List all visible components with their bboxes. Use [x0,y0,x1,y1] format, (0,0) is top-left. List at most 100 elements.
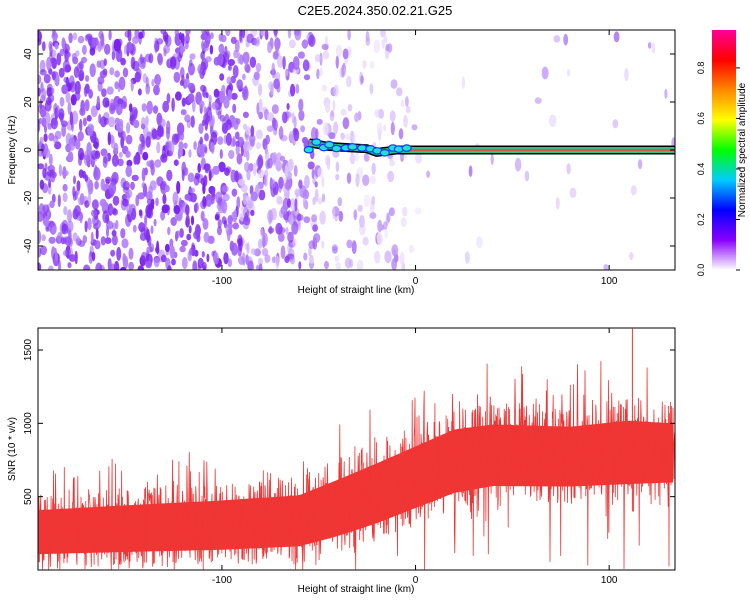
spectrogram-noise-cell [153,218,157,227]
spectrogram-noise-cell [321,240,325,249]
spectrogram-noise-cell [342,48,349,60]
spectrogram-noise-cell [41,234,46,242]
spectrogram-noise-cell [128,247,134,260]
spectrogram-noise-cell [200,210,205,222]
spectrogram-noise-cell [125,165,132,178]
spectrogram-noise-cell [390,79,398,89]
signal-track [303,138,675,157]
spectrogram-noise-cell [126,159,133,167]
spectrogram-noise-cell [335,173,340,181]
signal-blob [303,145,314,154]
spectrogram-noise-cell [285,68,289,77]
spectrogram-noise-cell [234,170,240,183]
spectrogram-noise-cell [490,153,494,166]
spectrogram-noise-cell [391,244,399,257]
snr-y-tick-label: 1000 [23,412,34,435]
spectrogram-noise-cell [187,172,195,183]
spectrogram-noise-cell [241,30,246,39]
spectrogram-noise-cell [188,62,195,76]
spectrogram-noise-cell [308,246,312,257]
spectrogram-noise-cell [257,154,264,169]
spectrogram-noise-cell [183,142,188,149]
spectrogram-noise-cell [58,164,63,177]
spectrogram-noise-cell [218,161,226,173]
spectrogram-noise-cell [68,230,72,243]
spectrogram-noise-cell [202,218,209,230]
spectrogram-noise-cell [145,115,149,127]
spectrogram-noise-cell [258,189,266,201]
spectrogram-noise-cell [133,155,138,165]
spectrogram-noise-cell [464,251,470,264]
spectrogram-y-tick-label: 20 [23,96,34,108]
spectrogram-noise-cell [332,100,336,111]
spectrogram-noise-cell [324,101,331,114]
spectrogram-noise-cell [38,230,42,244]
spectrogram-noise-cell [110,263,115,270]
spectrogram-noise-cell [71,110,79,125]
spectrogram-noise-cell [118,151,123,158]
snr-series-line [38,328,675,570]
spectrogram-noise-cell [48,153,53,166]
spectrogram-noise-cell [311,168,315,179]
spectrogram-noise-cell [548,114,557,127]
spectrogram-noise-cell [203,231,210,243]
spectrogram-noise-cell [43,147,51,158]
spectrogram-noise-cell [131,174,139,182]
spectrogram-noise-cell [295,83,300,95]
spectrogram-noise-cell [287,158,294,172]
spectrogram-noise-cell [267,45,272,54]
spectrogram-noise-cell [236,196,241,209]
spectrogram-noise-cell [219,73,225,81]
spectrogram-noise-cell [256,264,260,270]
spectrogram-noise-cell [128,261,134,270]
spectrogram-noise-cell [376,232,383,246]
spectrogram-noise-cell [38,87,41,97]
spectrogram-noise-cell [51,57,57,70]
spectrogram-noise-cell [138,222,146,233]
spectrogram-noise-cell [109,98,115,113]
spectrogram-noise-cell [58,112,64,119]
spectrogram-noise-cell [138,31,144,39]
snr-y-tick-label: 1500 [23,338,34,361]
spectrogram-noise-cell [203,106,207,115]
spectrogram-noise-cell [145,76,149,88]
spectrogram-noise-cell [249,56,257,68]
spectrogram-noise-cell [291,221,299,235]
spectrogram-noise-cell [286,198,291,208]
spectrogram-noise-cell [108,30,112,41]
spectrogram-noise-cell [107,116,116,128]
spectrogram-noise-cell [168,140,175,154]
spectrogram-noise-cell [300,125,305,133]
spectrogram-noise-cell [247,260,254,270]
spectrogram-noise-cell [106,86,114,95]
spectrogram-noise-cell [72,208,79,220]
spectrogram-x-axis-label: Height of straight line (km) [298,285,415,296]
spectrogram-noise-cell [399,252,405,266]
snr-x-tick-label: 0 [413,575,419,586]
spectrogram-noise-cell [179,80,185,86]
spectrogram-noise-cell [335,161,340,173]
spectrogram-noise-cell [59,96,65,107]
spectrogram-noise-cell [242,111,249,119]
spectrogram-noise-cell [208,94,212,104]
spectrogram-noise-cell [153,84,160,96]
spectrogram-noise-cell [43,73,51,84]
spectrogram-noise-cell [41,183,49,194]
spectrogram-noise-cell [307,161,315,170]
spectrogram-noise-cell [67,209,72,223]
spectrogram-noise-cell [111,154,119,167]
spectrogram-noise-cell [195,202,199,212]
spectrogram-noise-cell [188,225,192,234]
spectrogram-noise-cell [62,250,69,257]
spectrogram-noise-cell [346,172,352,184]
spectrogram-noise-cell [181,168,185,182]
spectrogram-noise-cell [154,159,162,168]
spectrogram-noise-cell [377,122,383,137]
spectrogram-noise-cell [72,232,78,242]
spectrogram-noise-cell [362,60,367,69]
spectrogram-noise-cell [239,35,244,44]
spectrogram-noise-cell [170,217,177,226]
spectrogram-noise-cell [86,115,92,122]
spectrogram-noise-cell [342,117,350,130]
spectrogram-noise-cell [179,228,184,238]
